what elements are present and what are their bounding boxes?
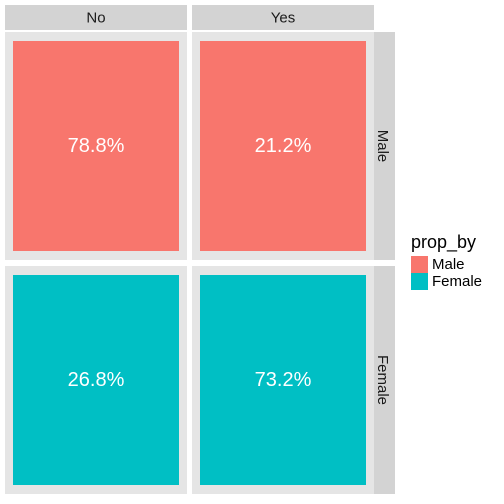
- legend-item-female: Female: [411, 273, 503, 290]
- column-strips: No Yes: [5, 5, 374, 30]
- strip-row-male: [370, 32, 395, 260]
- strip-col-label-yes: Yes: [271, 10, 295, 27]
- strip-row-label-female: Female: [374, 355, 391, 405]
- panels: 78.8% 21.2% 26.8% 73.2%: [5, 32, 374, 494]
- tile-label-male-no: 78.8%: [68, 135, 125, 157]
- legend-key-female: [411, 273, 428, 290]
- legend-label-female: Female: [432, 273, 483, 290]
- row-strips: Male Female: [370, 32, 395, 494]
- legend: prop_by Male Female: [411, 232, 503, 290]
- tile-label-male-yes: 21.2%: [255, 135, 312, 157]
- tile-label-female-no: 26.8%: [68, 369, 125, 391]
- strip-row-label-male: Male: [374, 130, 391, 163]
- tile-male-yes: [200, 41, 366, 251]
- tile-female-no: [13, 275, 179, 485]
- legend-key-male: [411, 256, 428, 273]
- strip-row-female: [370, 266, 395, 494]
- tile-male-no: [13, 41, 179, 251]
- legend-title: prop_by: [411, 232, 477, 252]
- legend-item-male: Male: [411, 256, 503, 273]
- strip-col-yes: [192, 5, 374, 30]
- strip-col-no: [5, 5, 187, 30]
- strip-col-label-no: No: [86, 10, 105, 27]
- legend-label-male: Male: [432, 256, 465, 273]
- tile-label-female-yes: 73.2%: [255, 369, 312, 391]
- tile-female-yes: [200, 275, 366, 485]
